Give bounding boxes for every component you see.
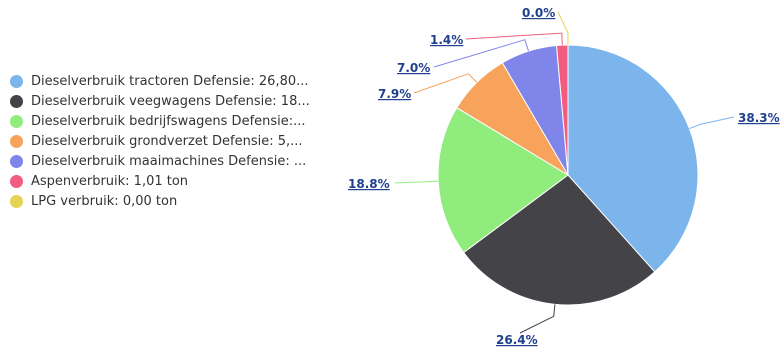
data-label: 1.4% [430, 33, 463, 47]
data-label: 26.4% [496, 333, 538, 347]
legend-item-maaimachines[interactable]: Dieselverbruik maaimachines Defensie: ..… [10, 151, 310, 171]
pie-slice[interactable] [462, 174, 656, 306]
legend-label: Aspenverbruik: 1,01 ton [31, 173, 189, 189]
legend-label: LPG verbruik: 0,00 ton [31, 193, 178, 209]
legend-dot-icon [10, 154, 23, 168]
data-label: 7.0% [397, 61, 430, 75]
connector-line [394, 180, 439, 184]
data-label: 38.3% [738, 111, 780, 125]
connector-line [557, 11, 569, 45]
pie-slice[interactable] [567, 44, 699, 273]
legend-label: Dieselverbruik grondverzet Defensie: 5,.… [31, 133, 303, 149]
data-label: 7.9% [378, 87, 411, 101]
legend-label: Dieselverbruik bedrijfswagens Defensie:.… [31, 113, 306, 129]
legend-dot-icon [10, 134, 23, 148]
legend-item-grondverzet[interactable]: Dieselverbruik grondverzet Defensie: 5,.… [10, 131, 310, 151]
data-label: 18.8% [348, 177, 390, 191]
legend-dot-icon [10, 114, 23, 128]
legend-item-tractoren[interactable]: Dieselverbruik tractoren Defensie: 26,80… [10, 71, 310, 91]
connector-line [519, 304, 556, 334]
pie-slice[interactable] [437, 106, 569, 254]
chart-legend: Dieselverbruik tractoren Defensie: 26,80… [10, 71, 310, 211]
legend-label: Dieselverbruik veegwagens Defensie: 18..… [31, 93, 310, 109]
legend-item-veegwagens[interactable]: Dieselverbruik veegwagens Defensie: 18..… [10, 91, 310, 111]
connector-line [689, 116, 735, 130]
legend-label: Dieselverbruik maaimachines Defensie: ..… [31, 153, 307, 169]
legend-dot-icon [10, 174, 23, 188]
connector-line [465, 32, 563, 46]
connector-line [433, 39, 530, 68]
data-label: 0.0% [522, 6, 555, 20]
legend-item-aspenverbruik[interactable]: Aspenverbruik: 1,01 ton [10, 171, 310, 191]
legend-item-bedrijfswagens[interactable]: Dieselverbruik bedrijfswagens Defensie:.… [10, 111, 310, 131]
legend-dot-icon [10, 74, 23, 88]
legend-label: Dieselverbruik tractoren Defensie: 26,80… [31, 73, 309, 89]
legend-item-lpg[interactable]: LPG verbruik: 0,00 ton [10, 191, 310, 211]
connector-line [413, 73, 478, 94]
legend-dot-icon [10, 94, 23, 108]
legend-dot-icon [10, 194, 23, 208]
